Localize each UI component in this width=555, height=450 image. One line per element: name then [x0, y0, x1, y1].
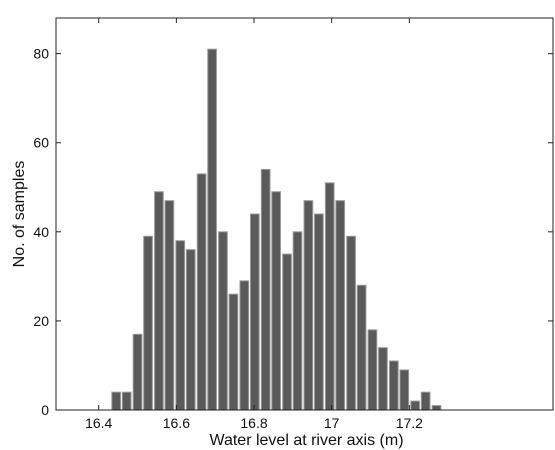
histogram-bar: [271, 191, 282, 411]
x-axis-label: Water level at river axis (m): [209, 432, 403, 449]
histogram-bar: [378, 347, 388, 411]
y-tick-label: 20: [33, 313, 49, 329]
histogram-bar: [175, 240, 186, 411]
histogram-bar: [143, 235, 153, 411]
x-tick-label: 16.4: [85, 415, 112, 431]
histogram-bar: [356, 284, 367, 411]
histogram-bar: [388, 360, 399, 411]
y-tick-label: 60: [33, 135, 49, 151]
histogram-bar: [335, 200, 346, 411]
histogram-bar: [239, 280, 250, 411]
ticks-layer: 16.4 16.6 16.8 17 17.2 0 20 40 60 80: [33, 18, 553, 431]
histogram-bar: [185, 249, 196, 411]
y-tick-label: 0: [41, 402, 49, 418]
x-tick-label: 17.2: [396, 415, 423, 431]
bars-layer: [111, 48, 442, 411]
histogram-bar: [410, 400, 421, 411]
histogram-bar: [196, 173, 207, 411]
axes-frame: [55, 17, 554, 411]
histogram-bar: [154, 191, 164, 411]
histogram-bar: [420, 391, 431, 411]
histogram-bar: [346, 235, 356, 411]
histogram-bar: [292, 231, 303, 411]
x-tick-label: 16.8: [240, 415, 267, 431]
histogram-bar: [260, 168, 271, 411]
histogram-bar: [164, 200, 175, 411]
x-tick-label: 17: [324, 415, 340, 431]
histogram-bar: [282, 253, 292, 411]
histogram-bar: [431, 405, 442, 411]
histogram-bar: [324, 182, 335, 411]
y-tick-label: 40: [33, 224, 49, 240]
histogram-bar: [132, 333, 143, 411]
histogram-bar: [218, 231, 228, 411]
histogram-bar: [121, 391, 132, 411]
x-tick-label: 16.6: [163, 415, 190, 431]
histogram-bar: [399, 369, 410, 411]
histogram-bar: [249, 213, 260, 411]
histogram-bar: [314, 213, 324, 411]
histogram-bar: [111, 391, 122, 411]
y-axis-label: No. of samples: [11, 161, 28, 268]
histogram-bar: [367, 329, 378, 411]
histogram-bar: [228, 293, 239, 411]
histogram-bar: [207, 48, 217, 411]
histogram-bar: [303, 200, 314, 411]
y-tick-label: 80: [33, 46, 49, 62]
